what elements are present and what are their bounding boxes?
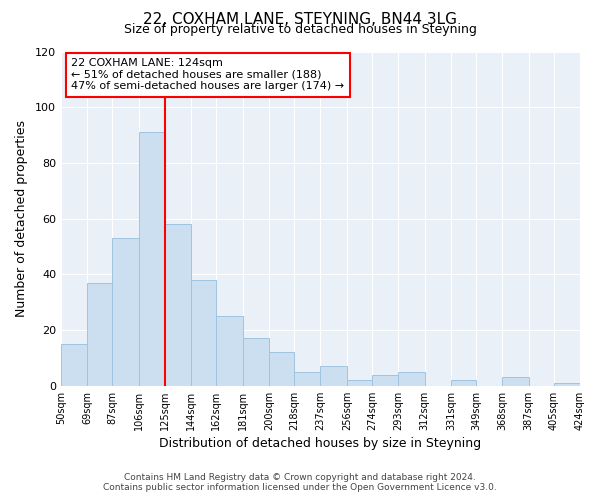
Bar bbox=[398, 372, 425, 386]
Bar bbox=[372, 374, 398, 386]
Bar bbox=[320, 366, 347, 386]
Bar bbox=[217, 316, 243, 386]
Bar bbox=[243, 338, 269, 386]
X-axis label: Distribution of detached houses by size in Steyning: Distribution of detached houses by size … bbox=[160, 437, 482, 450]
Y-axis label: Number of detached properties: Number of detached properties bbox=[15, 120, 28, 317]
Bar bbox=[502, 378, 529, 386]
Bar bbox=[112, 238, 139, 386]
Bar bbox=[88, 282, 112, 386]
Bar bbox=[191, 280, 217, 386]
Bar bbox=[269, 352, 294, 386]
Text: 22, COXHAM LANE, STEYNING, BN44 3LG: 22, COXHAM LANE, STEYNING, BN44 3LG bbox=[143, 12, 457, 28]
Bar bbox=[451, 380, 476, 386]
Bar bbox=[554, 383, 580, 386]
Bar bbox=[61, 344, 88, 386]
Bar bbox=[165, 224, 191, 386]
Bar bbox=[347, 380, 372, 386]
Text: Size of property relative to detached houses in Steyning: Size of property relative to detached ho… bbox=[124, 22, 476, 36]
Bar bbox=[294, 372, 320, 386]
Text: 22 COXHAM LANE: 124sqm
← 51% of detached houses are smaller (188)
47% of semi-de: 22 COXHAM LANE: 124sqm ← 51% of detached… bbox=[71, 58, 344, 92]
Text: Contains HM Land Registry data © Crown copyright and database right 2024.
Contai: Contains HM Land Registry data © Crown c… bbox=[103, 473, 497, 492]
Bar bbox=[139, 132, 165, 386]
